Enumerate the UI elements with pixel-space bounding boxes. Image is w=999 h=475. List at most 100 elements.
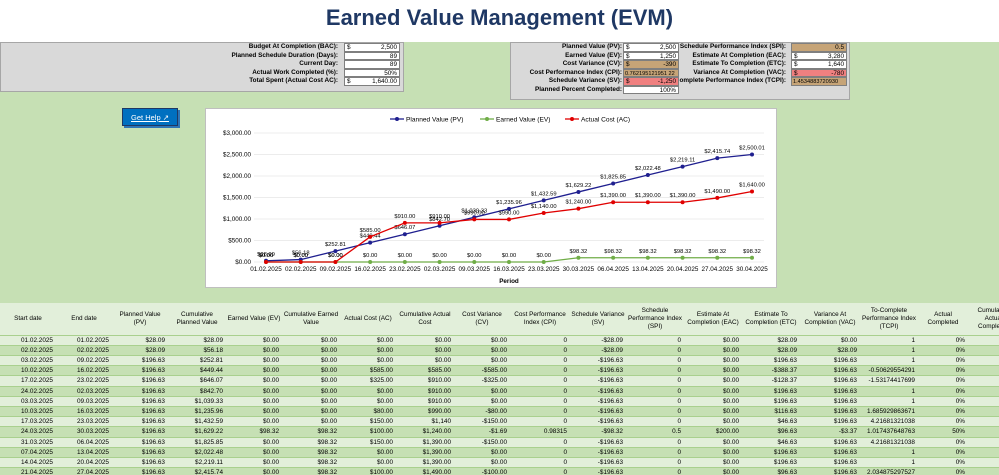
table-cell[interactable]: 0% (918, 467, 968, 475)
table-cell[interactable]: 4.21681321038 (860, 416, 918, 428)
table-cell[interactable]: $196.63 (112, 457, 168, 469)
table-cell[interactable]: $196.63 (742, 457, 800, 469)
column-header[interactable]: Estimate At Completion (EAC) (684, 303, 742, 336)
table-cell[interactable]: 1 (860, 355, 918, 367)
table-cell[interactable]: $196.63 (742, 386, 800, 397)
table-cell[interactable]: $196.63 (800, 447, 860, 458)
table-cell[interactable]: 0% (968, 396, 999, 407)
table-cell[interactable]: -$150.00 (454, 437, 510, 448)
table-cell[interactable]: 09.02.2025 (56, 355, 112, 367)
column-header[interactable]: Schedule Variance (SV) (570, 303, 626, 336)
column-header[interactable]: Cumulative Earned Value (282, 303, 340, 336)
table-cell[interactable]: $196.63 (742, 447, 800, 458)
table-cell[interactable]: $196.63 (112, 386, 168, 397)
table-cell[interactable]: 0 (510, 335, 570, 346)
mid-panel-value-3[interactable]: 0.762195121951 22 (623, 68, 679, 77)
table-cell[interactable]: 0 (626, 457, 684, 469)
column-header[interactable]: Planned Value (PV) (112, 303, 168, 336)
table-cell[interactable]: $96.63 (742, 467, 800, 475)
column-header[interactable]: Actual Cost (AC) (340, 303, 396, 336)
table-cell[interactable]: 09.03.2025 (56, 396, 112, 407)
table-cell[interactable]: 0% (918, 396, 968, 407)
table-cell[interactable]: -$1.69 (454, 426, 510, 438)
table-cell[interactable]: $0.00 (454, 335, 510, 346)
table-cell[interactable]: -$196.63 (570, 447, 626, 458)
table-cell[interactable]: $196.63 (800, 457, 860, 469)
table-cell[interactable]: $196.63 (112, 365, 168, 377)
table-cell[interactable]: $0.00 (454, 355, 510, 367)
table-cell[interactable]: $28.09 (168, 335, 226, 346)
table-cell[interactable]: $0.00 (340, 386, 396, 397)
table-cell[interactable]: $196.63 (800, 406, 860, 418)
table-cell[interactable]: 0 (626, 467, 684, 475)
column-header[interactable]: To-Complete Performance Index (TCPI) (860, 303, 918, 336)
table-cell[interactable]: -$150.00 (454, 416, 510, 428)
table-cell[interactable]: $196.63 (112, 416, 168, 428)
table-cell[interactable]: 1 (860, 457, 918, 469)
table-cell[interactable]: $0.00 (340, 345, 396, 356)
table-cell[interactable]: 0 (510, 345, 570, 356)
table-cell[interactable]: 27.04.2025 (56, 467, 112, 475)
table-cell[interactable]: 0% (968, 406, 999, 418)
table-cell[interactable]: $46.63 (742, 437, 800, 448)
table-cell[interactable]: 0 (626, 396, 684, 407)
table-cell[interactable]: $0.00 (226, 457, 282, 469)
table-cell[interactable]: 02.02.2025 (0, 345, 56, 356)
column-header[interactable]: Cumulative Planned Value (168, 303, 226, 336)
table-cell[interactable]: 0 (510, 447, 570, 458)
table-cell[interactable]: 0% (918, 375, 968, 387)
table-cell[interactable]: $0.00 (226, 355, 282, 367)
table-cell[interactable]: -$196.63 (570, 406, 626, 418)
table-cell[interactable]: $98.32 (282, 437, 340, 448)
table-cell[interactable]: 16.03.2025 (56, 406, 112, 418)
table-cell[interactable]: $0.00 (454, 345, 510, 356)
table-cell[interactable]: 0% (968, 345, 999, 356)
table-cell[interactable]: $1,490.00 (396, 467, 454, 475)
table-cell[interactable]: $196.63 (112, 467, 168, 475)
table-cell[interactable]: $196.63 (112, 355, 168, 367)
table-cell[interactable]: 50% (968, 426, 999, 438)
table-cell[interactable]: $0.00 (684, 416, 742, 428)
right-panel-value-1[interactable]: $3,280 (791, 51, 847, 60)
mid-panel-value-2[interactable]: $ -390 (623, 60, 679, 69)
table-cell[interactable]: $0.00 (282, 375, 340, 387)
table-cell[interactable]: $0.00 (684, 467, 742, 475)
table-cell[interactable]: 0% (918, 447, 968, 458)
table-cell[interactable]: $1,039.33 (168, 396, 226, 407)
table-cell[interactable]: -$196.63 (570, 457, 626, 469)
table-cell[interactable]: 16.02.2025 (56, 365, 112, 377)
table-cell[interactable]: $646.07 (168, 375, 226, 387)
table-cell[interactable]: 0% (968, 416, 999, 428)
table-cell[interactable]: $0.00 (282, 365, 340, 377)
table-cell[interactable]: 24.03.2025 (0, 426, 56, 438)
table-cell[interactable]: 07.04.2025 (0, 447, 56, 458)
table-cell[interactable]: $0.00 (282, 335, 340, 346)
table-cell[interactable]: $0.00 (226, 365, 282, 377)
table-cell[interactable]: $910.00 (396, 396, 454, 407)
table-cell[interactable]: $0.00 (282, 416, 340, 428)
table-cell[interactable]: 0% (918, 437, 968, 448)
table-cell[interactable]: $1,629.22 (168, 426, 226, 438)
table-cell[interactable]: $150.00 (340, 437, 396, 448)
right-panel-value-3[interactable]: $ -780 (791, 68, 847, 77)
table-cell[interactable]: $196.63 (112, 375, 168, 387)
table-cell[interactable]: $1,390.00 (396, 447, 454, 458)
table-cell[interactable]: 13.04.2025 (56, 447, 112, 458)
table-cell[interactable]: $990.00 (396, 406, 454, 418)
right-panel-value-4[interactable]: 1.4534883720930 (791, 77, 847, 86)
table-cell[interactable]: 0% (918, 406, 968, 418)
table-cell[interactable]: 50% (918, 426, 968, 438)
table-cell[interactable]: 30.03.2025 (56, 426, 112, 438)
table-cell[interactable]: 0% (918, 386, 968, 397)
table-cell[interactable]: $1,390.00 (396, 457, 454, 469)
column-header[interactable]: Variance At Completion (VAC) (800, 303, 860, 336)
left-panel-value-3[interactable]: 50% (344, 68, 400, 77)
table-cell[interactable]: $0.00 (684, 457, 742, 469)
table-cell[interactable]: $0.00 (454, 396, 510, 407)
table-cell[interactable]: $196.63 (800, 396, 860, 407)
table-cell[interactable]: $585.00 (340, 365, 396, 377)
table-cell[interactable]: 10.02.2025 (0, 365, 56, 377)
table-cell[interactable]: 0 (626, 437, 684, 448)
table-cell[interactable]: 0 (510, 457, 570, 469)
table-cell[interactable]: $196.63 (112, 447, 168, 458)
